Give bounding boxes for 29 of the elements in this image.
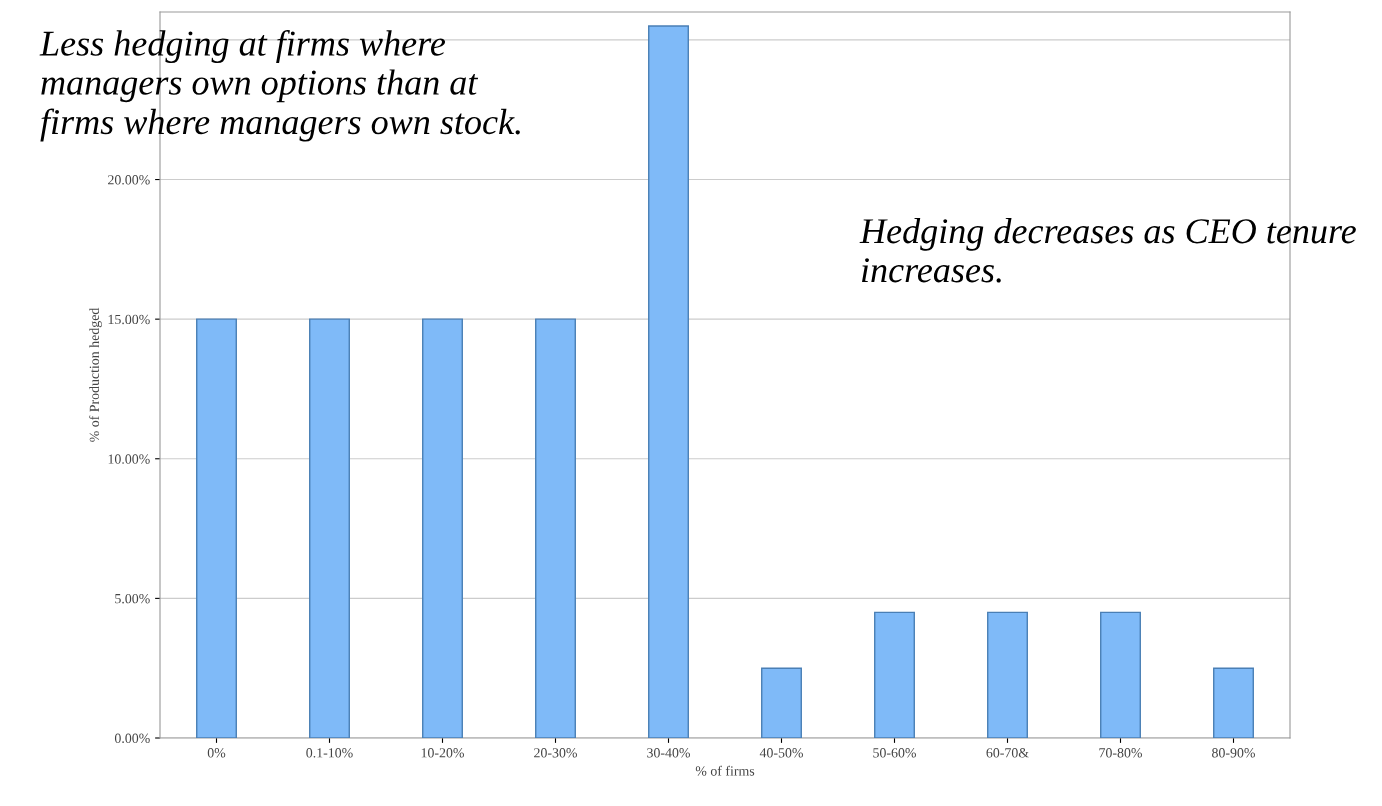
y-tick-label: 15.00% [108,314,150,325]
x-axis-title: % of firms [695,765,755,776]
x-tick-label: 50-60% [873,748,917,758]
bar [1100,611,1141,738]
x-tick-label: 10-20% [421,748,465,758]
x-tick-label: 30-40% [647,748,691,758]
bar [196,318,237,738]
bar [648,25,689,738]
bar [309,318,350,738]
bar [1213,667,1254,738]
bar [422,318,463,738]
x-tick-label: 60-70& [986,748,1029,758]
x-tick-label: 80-90% [1212,748,1256,758]
annotation: Hedging decreases as CEO tenure increases. [859,218,1356,283]
annotation: Less hedging at firms where managers own options than at firms where managers own stock. [39,30,520,142]
x-tick-label: 20-30% [534,748,578,758]
bar [874,611,915,738]
x-tick-label: 70-80% [1099,748,1143,758]
y-tick-label: 5.00% [115,593,150,604]
y-axis-title: % of Production hedged [89,307,102,442]
y-tick-label: 10.00% [108,454,150,464]
y-tick-label: 20.00% [108,175,150,185]
x-tick-label: 0.1-10% [306,748,353,758]
y-tick-label: 0.00% [114,733,150,744]
bar [987,611,1028,738]
bar [761,667,802,738]
bar [535,318,576,738]
x-tick-label: 40-50% [759,748,804,758]
x-tick-label: 0% [207,748,226,758]
